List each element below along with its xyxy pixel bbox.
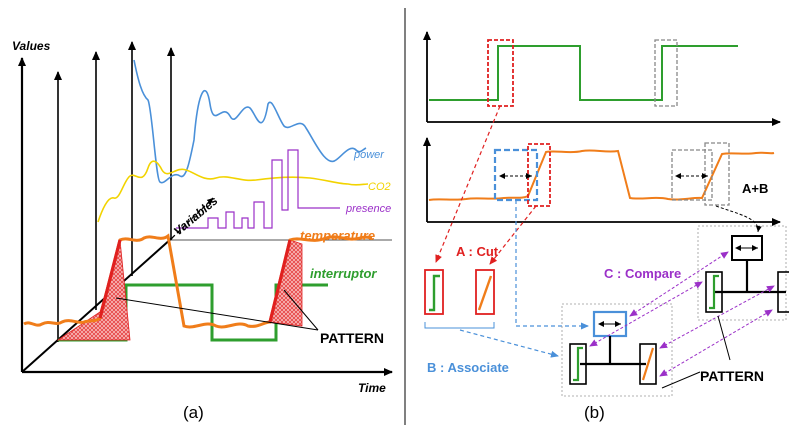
depth-axis xyxy=(21,237,173,373)
pattern-label-b: PATTERN xyxy=(700,368,764,384)
presence-series xyxy=(176,149,340,229)
tree-lower-leaf-1 xyxy=(569,343,587,385)
compare-arrow-leaf-3 xyxy=(659,309,773,377)
compare-arrow-root xyxy=(629,251,729,317)
tree-lower-leaf-2-signal xyxy=(641,347,655,381)
pattern-pointer-b2 xyxy=(717,315,731,361)
pattern-area-1 xyxy=(56,239,131,341)
cut-results xyxy=(424,269,495,329)
pattern-segment-1 xyxy=(98,239,122,319)
cut-arrow-2 xyxy=(489,205,537,265)
tree-upper-frame xyxy=(697,225,787,321)
top-signal-plot xyxy=(423,31,781,126)
temperature-label: temperature xyxy=(300,228,375,243)
cut-bracket xyxy=(424,322,495,329)
caption-a: (a) xyxy=(183,403,204,422)
x-axis-label: Time xyxy=(358,381,386,395)
panel-b: A : Cut B : Associate C : Compare A+B PA… xyxy=(423,31,789,422)
cut-box-2-signal xyxy=(477,275,493,311)
bottom-signal xyxy=(428,149,775,201)
panel-a: Values Time Variables power CO2 presence… xyxy=(12,39,393,422)
cut-arrow-1 xyxy=(435,105,501,263)
variables-label: Variables xyxy=(171,193,221,238)
variables-axis-arrow xyxy=(171,197,214,239)
power-series xyxy=(133,59,367,184)
pattern-tree-upper xyxy=(697,225,789,321)
associate-label: B : Associate xyxy=(427,360,509,375)
cut-window-bottom xyxy=(527,143,551,207)
combined-label: A+B xyxy=(742,181,768,196)
y-axis-label: Values xyxy=(12,39,51,53)
cut-box-2 xyxy=(475,269,495,315)
compare-arrow-leaf-2 xyxy=(659,285,775,349)
caption-b: (b) xyxy=(584,403,605,422)
pattern-pointer-1 xyxy=(115,297,319,331)
compare-window-top xyxy=(654,39,678,107)
pattern-pointer-b1 xyxy=(661,371,701,389)
pattern-segment-2 xyxy=(268,239,292,323)
tree-upper-leaf-2 xyxy=(777,271,789,313)
compare-window-assoc xyxy=(671,149,713,201)
top-signal xyxy=(429,45,738,101)
compare-arrows xyxy=(589,251,775,377)
power-label: power xyxy=(353,149,385,161)
temperature-series xyxy=(23,233,373,329)
co2-series xyxy=(97,160,369,223)
compare-window-cut xyxy=(704,142,730,206)
cut-box-1-signal xyxy=(429,274,440,312)
pattern-pointer-2 xyxy=(283,289,319,331)
associate-arrow-1 xyxy=(515,200,589,330)
cut-window-top xyxy=(487,39,514,107)
combine-arrow xyxy=(715,205,762,233)
compare-label: C : Compare xyxy=(604,266,681,281)
variable-axes xyxy=(54,41,175,342)
presence-label: presence xyxy=(345,203,391,215)
interruptor-label: interruptor xyxy=(310,266,377,281)
co2-label: CO2 xyxy=(368,181,391,193)
cut-box-1 xyxy=(424,269,444,315)
associate-window xyxy=(493,148,539,202)
associate-arrow-2 xyxy=(459,329,559,358)
pattern-tree-lower xyxy=(561,303,673,397)
tree-lower-leaf-1-signal xyxy=(573,346,583,382)
pattern-label-a: PATTERN xyxy=(320,330,384,346)
cut-label: A : Cut xyxy=(456,244,499,259)
